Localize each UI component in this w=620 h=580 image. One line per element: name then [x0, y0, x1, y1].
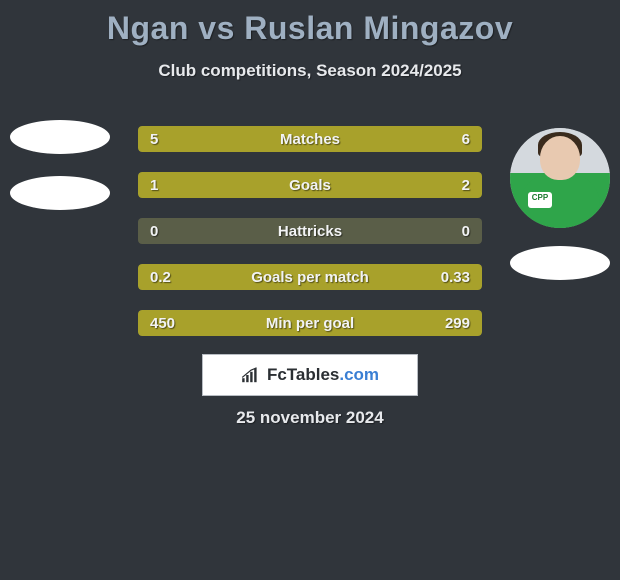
stat-label: Goals — [138, 172, 482, 198]
comparison-bars: 5Matches6 1Goals2 0Hattricks0 0.2Goals per … — [138, 126, 482, 356]
stat-label: Min per goal — [138, 310, 482, 336]
stat-label: Hattricks — [138, 218, 482, 244]
player-left-column — [10, 120, 110, 210]
stat-label: Matches — [138, 126, 482, 152]
stat-row: 0.2Goals per match0.33 — [138, 264, 482, 290]
player-left-avatar-placeholder — [10, 120, 110, 154]
stat-row: 5Matches6 — [138, 126, 482, 152]
player-photo — [510, 128, 610, 228]
player-left-flag-placeholder — [10, 176, 110, 210]
logo-text-prefix: FcTables — [267, 365, 339, 384]
player-right-flag-placeholder — [510, 246, 610, 280]
stat-value-right: 0 — [462, 218, 470, 244]
stat-row: 0Hattricks0 — [138, 218, 482, 244]
logo-text: FcTables.com — [267, 365, 379, 385]
stat-value-right: 6 — [462, 126, 470, 152]
page-title: Ngan vs Ruslan Mingazov — [0, 0, 620, 47]
logo-text-suffix: .com — [339, 365, 379, 384]
page-subtitle: Club competitions, Season 2024/2025 — [0, 61, 620, 81]
stat-value-right: 0.33 — [441, 264, 470, 290]
stat-row: 1Goals2 — [138, 172, 482, 198]
player-right-avatar — [510, 128, 610, 228]
stat-label: Goals per match — [138, 264, 482, 290]
stat-value-right: 299 — [445, 310, 470, 336]
date-label: 25 november 2024 — [0, 408, 620, 428]
player-right-column — [510, 128, 610, 280]
logo-box: FcTables.com — [202, 354, 418, 396]
stat-value-right: 2 — [462, 172, 470, 198]
logo-icon — [241, 367, 261, 383]
stat-row: 450Min per goal299 — [138, 310, 482, 336]
